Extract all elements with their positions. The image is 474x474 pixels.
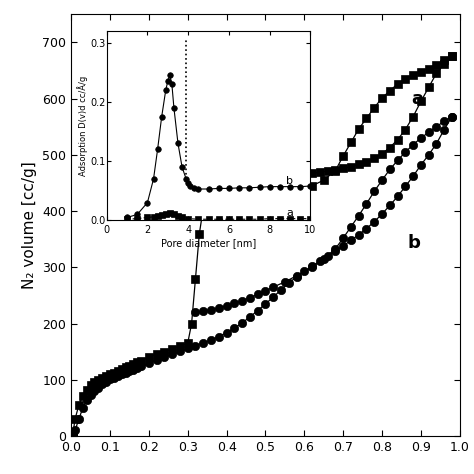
Text: b: b — [286, 176, 293, 186]
Text: a: a — [411, 90, 423, 108]
Text: a: a — [286, 208, 293, 218]
Y-axis label: Adsorption D(v)d cc/Å/g: Adsorption D(v)d cc/Å/g — [78, 75, 89, 176]
X-axis label: Pore diameter [nm]: Pore diameter [nm] — [161, 238, 256, 248]
Y-axis label: N₂ volume [cc/g]: N₂ volume [cc/g] — [22, 161, 36, 289]
Text: b: b — [407, 234, 420, 252]
